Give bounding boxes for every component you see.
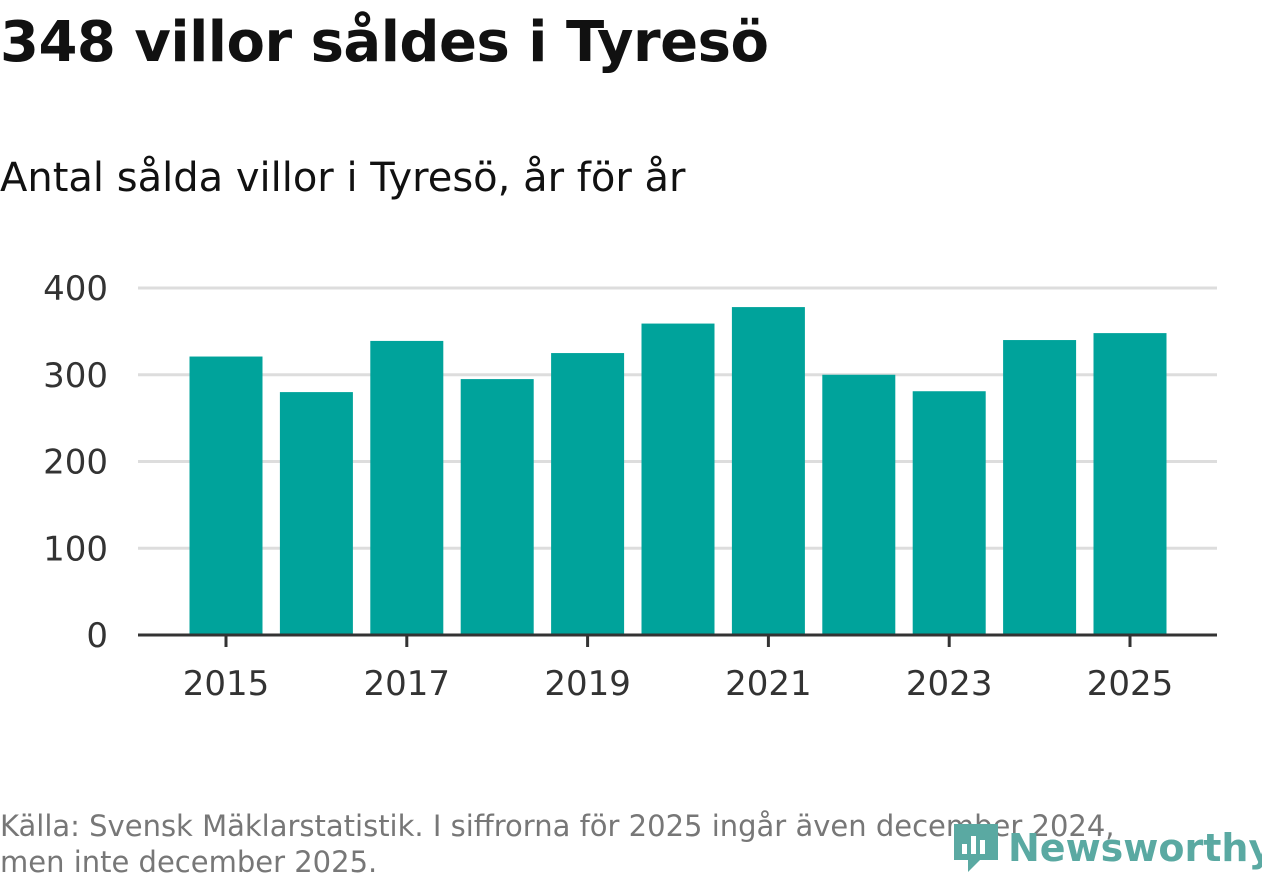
- y-tick-label-200: 200: [43, 443, 108, 483]
- bar-2020: [641, 323, 715, 635]
- bars: [189, 307, 1167, 635]
- x-axis: [138, 633, 1217, 647]
- x-tick-label-2019: 2019: [544, 664, 631, 704]
- x-tick-label-2023: 2023: [906, 664, 993, 704]
- source-line-1: Källa: Svensk Mäklarstatistik. I siffror…: [0, 809, 1115, 843]
- y-tick-label-400: 400: [43, 269, 108, 309]
- y-tick-label-0: 0: [86, 616, 108, 656]
- bar-2018: [460, 379, 534, 635]
- y-tick-label-100: 100: [43, 529, 108, 569]
- bar-2021: [731, 307, 805, 635]
- bar-2019: [551, 353, 625, 635]
- bar-2022: [822, 374, 896, 635]
- newsworthy-logo-icon: [954, 824, 998, 872]
- x-tick-label-2025: 2025: [1087, 664, 1174, 704]
- chart-title: 348 villor såldes i Tyresö: [0, 10, 769, 75]
- newsworthy-logo: Newsworthy: [950, 818, 1262, 878]
- x-axis-labels: 2015 2017 2019 2021 2023 2025: [183, 664, 1174, 704]
- logo-text: Newsworthy: [1008, 826, 1262, 870]
- bar-2015: [189, 356, 263, 635]
- bar-2017: [370, 340, 444, 635]
- source-line-2: men inte december 2025.: [0, 845, 378, 879]
- y-tick-label-300: 300: [43, 356, 108, 396]
- bar-2024: [1003, 340, 1077, 635]
- x-tick-label-2015: 2015: [183, 664, 270, 704]
- chart-subtitle: Antal sålda villor i Tyresö, år för år: [0, 155, 686, 201]
- y-axis-labels: 0 100 200 300 400: [43, 269, 108, 656]
- source-note: Källa: Svensk Mäklarstatistik. I siffror…: [0, 808, 1200, 880]
- x-tick-label-2017: 2017: [364, 664, 451, 704]
- bar-2025: [1093, 333, 1167, 635]
- bar-2016: [279, 392, 353, 635]
- x-tick-label-2021: 2021: [725, 664, 812, 704]
- bar-2023: [912, 391, 986, 635]
